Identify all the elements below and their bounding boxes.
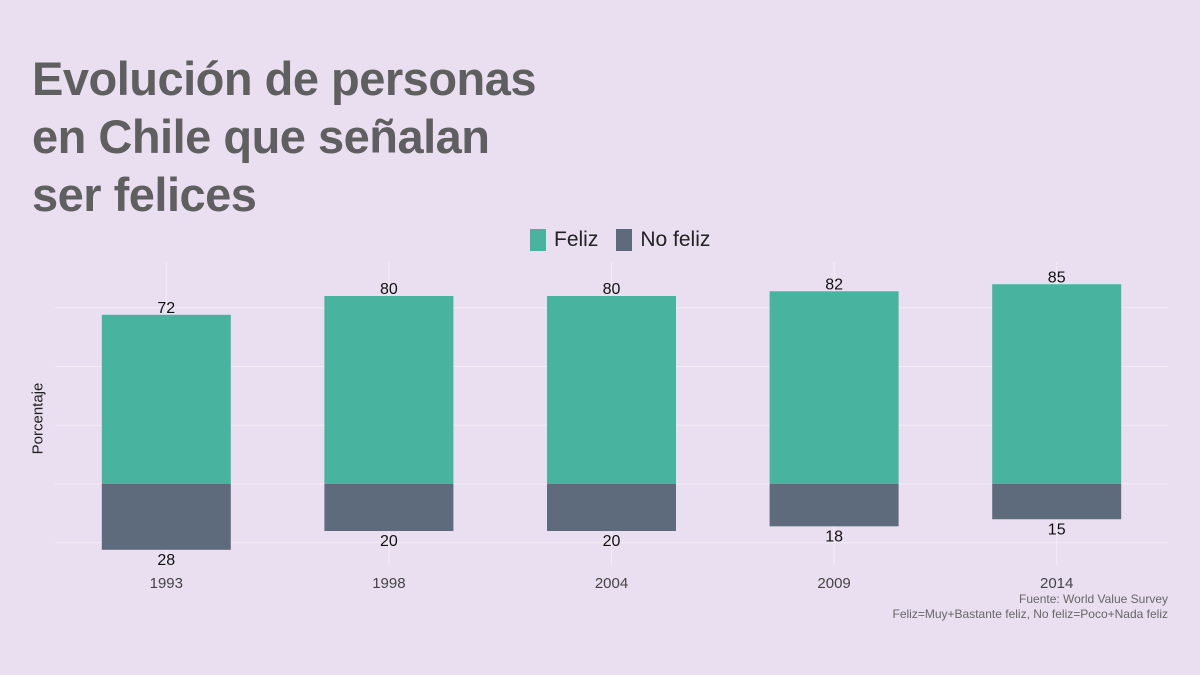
x-tick-label-1998: 1998 bbox=[372, 575, 405, 592]
data-label-no-feliz-2014: 15 bbox=[1048, 521, 1066, 538]
x-tick-label-1993: 1993 bbox=[150, 575, 183, 592]
bar-feliz-1998 bbox=[324, 296, 454, 484]
bar-no-feliz-2014 bbox=[992, 484, 1122, 520]
bar-feliz-1993 bbox=[101, 314, 231, 484]
bar-no-feliz-1998 bbox=[324, 484, 454, 531]
data-label-feliz-2014: 85 bbox=[1048, 269, 1066, 286]
bar-feliz-2014 bbox=[992, 284, 1122, 484]
data-label-feliz-1993: 72 bbox=[157, 300, 175, 317]
title-line-2: en Chile que señalan bbox=[32, 110, 490, 163]
data-label-no-feliz-1993: 28 bbox=[157, 552, 175, 569]
chart-legend: Feliz No feliz bbox=[530, 226, 718, 254]
chart-caption: Fuente: World Value Survey Feliz=Muy+Bas… bbox=[893, 592, 1168, 622]
x-tick-label-2004: 2004 bbox=[595, 575, 628, 592]
legend-swatch-no-feliz bbox=[616, 229, 633, 251]
legend-swatch-feliz bbox=[530, 229, 546, 251]
data-label-no-feliz-2009: 18 bbox=[825, 528, 843, 545]
bar-feliz-2009 bbox=[769, 291, 899, 484]
x-tick-label-2014: 2014 bbox=[1040, 575, 1073, 592]
x-tick-label-2009: 2009 bbox=[817, 575, 850, 592]
legend-item-no-feliz: No feliz bbox=[616, 228, 710, 252]
legend-label-no-feliz: No feliz bbox=[640, 228, 711, 251]
data-label-feliz-1998: 80 bbox=[380, 281, 398, 298]
legend-label-feliz: Feliz bbox=[554, 228, 599, 251]
data-label-no-feliz-2004: 20 bbox=[603, 533, 621, 550]
bar-no-feliz-1993 bbox=[101, 484, 231, 550]
legend-item-feliz: Feliz bbox=[530, 228, 598, 252]
data-label-feliz-2004: 80 bbox=[603, 281, 621, 298]
bar-no-feliz-2009 bbox=[769, 484, 899, 527]
bar-feliz-2004 bbox=[547, 296, 676, 484]
data-label-no-feliz-1998: 20 bbox=[380, 533, 398, 550]
data-label-feliz-2009: 82 bbox=[825, 276, 843, 293]
chart-title: Evolución de personas en Chile que señal… bbox=[32, 50, 632, 224]
title-line-3: ser felices bbox=[32, 168, 257, 221]
bar-no-feliz-2004 bbox=[547, 484, 676, 531]
caption-source: Fuente: World Value Survey bbox=[1019, 592, 1168, 606]
title-line-1: Evolución de personas bbox=[32, 52, 537, 105]
caption-note: Feliz=Muy+Bastante feliz, No feliz=Poco+… bbox=[892, 607, 1168, 621]
